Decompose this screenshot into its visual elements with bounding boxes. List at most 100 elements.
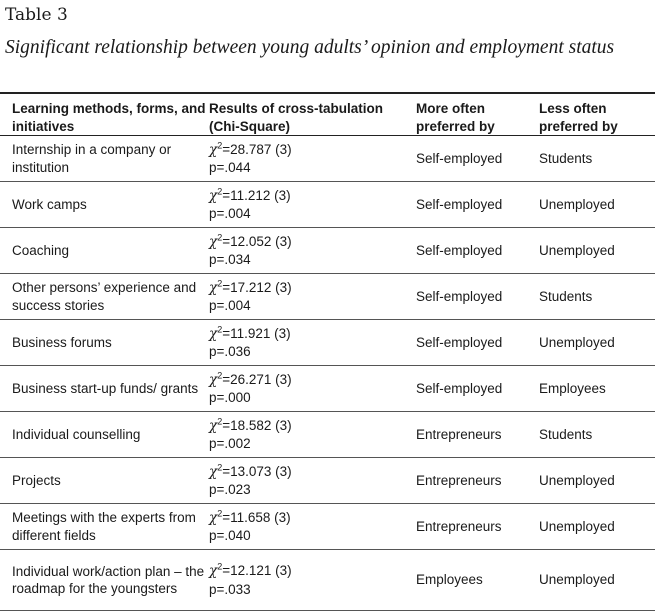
less-often-cell: Students [539,273,655,320]
chi-symbol: χ [209,187,218,204]
chi-square-cell: χ2=13.073 (3) p=.023 [207,457,414,504]
more-often-cell: Entrepreneurs [414,503,539,550]
less-often-cell: Unemployed [539,549,655,611]
p-value: p=.034 [209,252,251,267]
method-cell: Coaching [0,227,207,274]
chi-value: =12.052 (3) [222,233,292,249]
header-less-often: Less often preferred by [539,93,655,136]
chi-value: =11.212 (3) [222,187,291,203]
chi-superscript: 2 [217,561,223,572]
method-cell: Individual work/action plan – the roadma… [0,549,207,611]
chi-symbol: χ [209,563,218,579]
chi-superscript: 2 [217,508,223,518]
chi-superscript: 2 [217,140,223,150]
chi-value: =12.121 (3) [222,563,292,578]
table-row: Individual work/action plan – the roadma… [0,549,655,611]
table-row: Work camps χ2=11.212 (3) p=.004 Self-employ… [0,181,655,228]
chi-square-cell: χ2=17.212 (3) p=.004 [207,273,414,320]
chi-symbol: χ [209,509,218,526]
chi-value: =17.212 (3) [222,279,292,295]
less-often-cell: Unemployed [539,227,655,274]
chi-value: =26.271 (3) [222,371,292,387]
chi-square-value: χ2=13.073 (3) [209,463,414,482]
method-cell: Business forums [0,319,207,366]
chi-symbol: χ [209,325,218,342]
chi-superscript: 2 [217,370,223,380]
p-value: p=.036 [209,344,251,359]
less-often-cell: Employees [539,365,655,412]
method-cell: Internship in a company or institution [0,135,207,182]
chi-square-cell: χ2=26.271 (3) p=.000 [207,365,414,412]
chi-superscript: 2 [217,232,223,242]
more-often-cell: Self-employed [414,227,539,274]
table-row: Individual counselling χ2=18.582 (3) p=.00… [0,411,655,458]
less-often-cell: Unemployed [539,319,655,366]
table-row: Meetings with the experts from different… [0,503,655,550]
chi-square-value: χ2=28.787 (3) [209,141,414,160]
header-more-often: More often preferred by [414,93,539,136]
less-often-cell: Students [539,411,655,458]
chi-superscript: 2 [217,462,223,472]
less-often-cell: Unemployed [539,503,655,550]
chi-value: =18.582 (3) [222,417,292,433]
chi-square-cell: χ2=28.787 (3) p=.044 [207,135,414,182]
chi-square-value: χ2=11.212 (3) [209,187,414,206]
chi-square-value: χ2=12.121 (3) [209,562,414,581]
p-value: p=.004 [209,298,251,313]
chi-square-cell: χ2=12.121 (3) p=.033 [207,549,414,611]
table-row: Internship in a company or institution χ2… [0,135,655,182]
chi-symbol: χ [209,279,218,296]
chi-superscript: 2 [217,416,223,426]
p-value: p=.002 [209,436,251,451]
p-value: p=.040 [209,528,251,543]
chi-symbol: χ [209,463,218,480]
method-cell: Work camps [0,181,207,228]
table-label: Table 3 [5,5,68,25]
chi-square-cell: χ2=11.658 (3) p=.040 [207,503,414,550]
less-often-cell: Students [539,135,655,182]
chi-symbol: χ [209,233,218,250]
more-often-cell: Employees [414,549,539,611]
chi-superscript: 2 [217,278,223,288]
chi-square-value: χ2=11.921 (3) [209,325,414,344]
header-methods: Learning methods, forms, and initiatives [0,93,207,136]
chi-value: =28.787 (3) [222,141,292,157]
chi-superscript: 2 [217,186,223,196]
p-value: p=.023 [209,482,251,497]
table-row: Business forums χ2=11.921 (3) p=.036 Self-e… [0,319,655,366]
less-often-cell: Unemployed [539,181,655,228]
chi-value: =13.073 (3) [222,463,292,479]
results-table: Learning methods, forms, and initiatives… [0,92,655,611]
method-cell: Meetings with the experts from different… [0,503,207,550]
chi-square-value: χ2=17.212 (3) [209,279,414,298]
table-row: Projects χ2=13.073 (3) p=.023 Entrepreneurs… [0,457,655,504]
more-often-cell: Self-employed [414,365,539,412]
more-often-cell: Self-employed [414,319,539,366]
chi-square-value: χ2=11.658 (3) [209,509,414,528]
chi-value: =11.921 (3) [222,325,291,341]
chi-symbol: χ [209,141,218,158]
chi-square-value: χ2=12.052 (3) [209,233,414,252]
p-value: p=.000 [209,390,251,405]
p-value: p=.004 [209,206,251,221]
chi-symbol: χ [209,417,218,434]
chi-square-cell: χ2=11.212 (3) p=.004 [207,181,414,228]
chi-value: =11.658 (3) [222,509,291,525]
more-often-cell: Entrepreneurs [414,457,539,504]
method-cell: Individual counselling [0,411,207,458]
method-cell: Business start-up funds/ grants [0,365,207,412]
table-row: Other persons’ experience and success st… [0,273,655,320]
p-value: p=.033 [209,581,251,597]
p-value: p=.044 [209,160,251,175]
chi-square-cell: χ2=11.921 (3) p=.036 [207,319,414,366]
header-row: Learning methods, forms, and initiatives… [0,93,655,136]
chi-square-cell: χ2=12.052 (3) p=.034 [207,227,414,274]
more-often-cell: Self-employed [414,273,539,320]
table-row: Coaching χ2=12.052 (3) p=.034 Self-employed… [0,227,655,274]
table-caption: Significant relationship between young a… [5,37,615,58]
more-often-cell: Self-employed [414,135,539,182]
method-cell: Projects [0,457,207,504]
more-often-cell: Entrepreneurs [414,411,539,458]
more-often-cell: Self-employed [414,181,539,228]
table-row: Business start-up funds/ grants χ2=26.271… [0,365,655,412]
